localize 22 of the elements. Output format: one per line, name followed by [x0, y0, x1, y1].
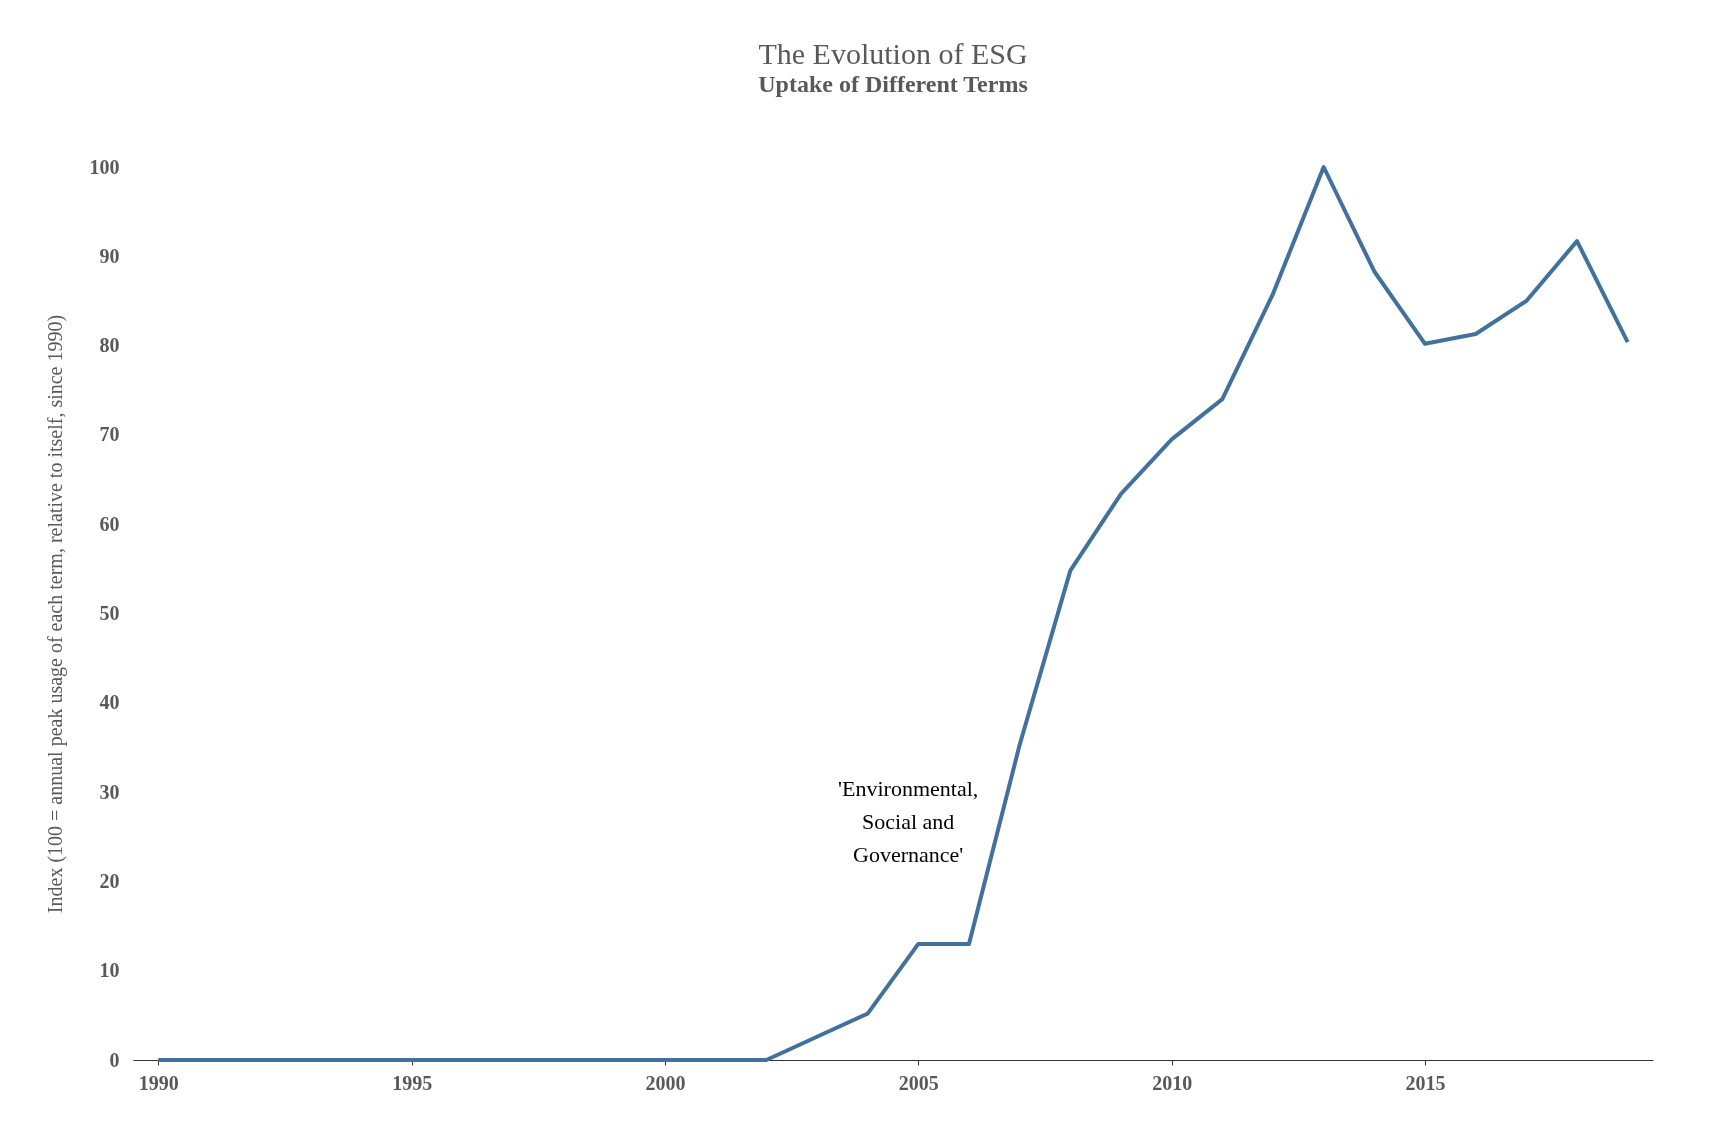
y-tick-label: 70	[99, 423, 120, 446]
x-tick-label: 2005	[898, 1071, 939, 1094]
series-label: 'Environmental, Social and Governance'	[838, 775, 979, 867]
y-tick-label: 60	[99, 512, 120, 535]
y-tick-label: 20	[99, 869, 120, 892]
x-tick-label: 2015	[1405, 1071, 1446, 1094]
y-tick-label: 40	[99, 691, 120, 714]
x-tick-label: 1990	[138, 1071, 179, 1094]
y-tick-label: 100	[89, 155, 120, 178]
x-tick-label: 2000	[645, 1071, 686, 1094]
x-tick-label: 1995	[392, 1071, 433, 1094]
y-axis-title: Index (100 = annual peak usage of each term, relative to itself, since 1990)	[43, 314, 67, 914]
y-tick-label: 80	[99, 334, 120, 357]
x-tick-label: 2010	[1152, 1071, 1193, 1094]
chart-title: The Evolution of ESG	[758, 37, 1028, 70]
y-tick-label: 10	[99, 959, 120, 982]
y-tick-label: 90	[99, 244, 120, 267]
line-series	[156, 165, 1630, 1062]
chart-subtitle: Uptake of Different Terms	[758, 71, 1028, 97]
y-tick-label: 30	[99, 780, 120, 803]
y-tick-label: 0	[109, 1048, 120, 1071]
y-tick-label: 50	[99, 602, 120, 624]
